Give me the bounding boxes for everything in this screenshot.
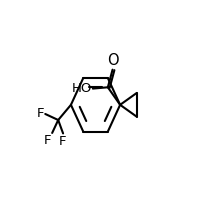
Text: HO: HO: [71, 82, 92, 95]
Text: F: F: [37, 108, 44, 121]
Text: F: F: [59, 135, 67, 148]
Text: O: O: [107, 53, 119, 68]
Text: F: F: [44, 134, 51, 147]
